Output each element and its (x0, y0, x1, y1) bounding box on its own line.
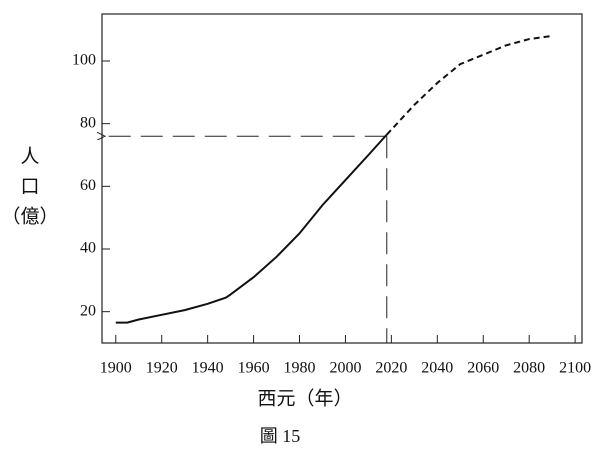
y-axis-label: 人 (20, 145, 39, 167)
x-tick-label: 1940 (192, 360, 224, 377)
y-tick-label: 40 (80, 240, 96, 257)
x-tick-label: 2040 (421, 360, 453, 377)
data-line (115, 133, 388, 324)
caption: 圖 15 (260, 426, 301, 446)
x-tick-label: 2020 (375, 360, 407, 377)
y-axis-label: （億） (1, 205, 58, 227)
y-tick-label: 20 (80, 302, 96, 319)
x-tick-label: 2000 (329, 360, 361, 377)
y-axis-label: 口 (20, 176, 39, 197)
x-tick-label: 1960 (238, 360, 270, 377)
x-axis-label: 西元（年） (257, 387, 352, 409)
y-tick-label: 60 (80, 177, 96, 194)
x-tick-label: 1920 (146, 360, 178, 377)
data-line (386, 34, 553, 136)
x-tick-label: 2080 (513, 360, 545, 377)
x-tick-label: 2060 (467, 360, 499, 377)
y-tick-label: 80 (80, 114, 96, 131)
plot-frame (101, 13, 583, 344)
y-tick-label: 100 (72, 52, 96, 69)
x-tick-label: 2100 (559, 360, 591, 377)
x-tick-label: 1980 (284, 360, 316, 377)
x-tick-label: 1900 (100, 360, 132, 377)
